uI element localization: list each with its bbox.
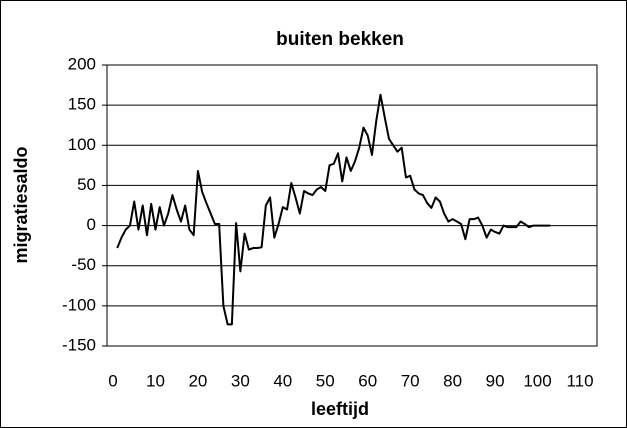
x-tick-label: 0 (108, 371, 117, 390)
x-tick-label: 90 (486, 371, 505, 390)
y-tick-label: 0 (87, 215, 96, 234)
x-tick-label: 20 (188, 371, 207, 390)
x-axis-title: leeftijd (311, 399, 369, 419)
plot-area (106, 64, 598, 347)
y-tick-label: 50 (77, 175, 96, 194)
y-tick-label: -100 (62, 295, 96, 314)
y-tick-label: 150 (68, 95, 96, 114)
data-line (116, 93, 551, 326)
x-tick-label: 30 (231, 371, 250, 390)
y-tick-label: -150 (62, 335, 96, 354)
x-tick-label: 60 (358, 371, 377, 390)
y-tick-label: -50 (71, 255, 96, 274)
x-tick-label: 70 (401, 371, 420, 390)
x-tick-label: 50 (316, 371, 335, 390)
y-tick-label: 100 (68, 135, 96, 154)
x-tick-label: 110 (566, 371, 593, 390)
x-tick-label: 80 (443, 371, 462, 390)
chart-title: buiten bekken (276, 29, 404, 50)
y-tick-label: 200 (68, 54, 96, 73)
x-tick-label: 100 (523, 371, 551, 390)
x-tick-label: 40 (273, 371, 292, 390)
y-axis-title: migratiesaldo (11, 146, 31, 263)
x-tick-label: 10 (146, 371, 165, 390)
